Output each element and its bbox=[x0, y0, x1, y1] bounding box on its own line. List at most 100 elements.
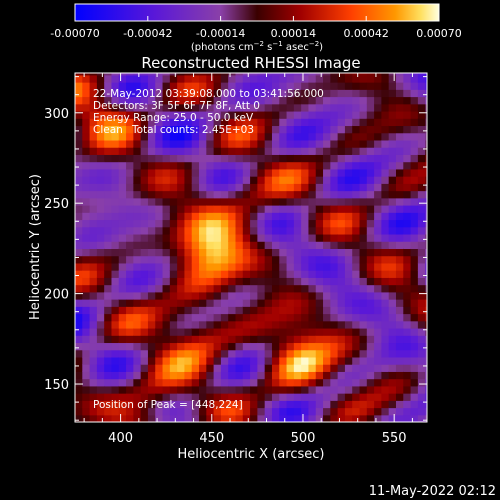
heatmap-cell bbox=[220, 212, 229, 221]
heatmap-cell bbox=[366, 349, 375, 358]
heatmap-cell bbox=[133, 205, 142, 213]
heatmap-cell bbox=[96, 342, 105, 351]
heatmap-cell bbox=[213, 313, 222, 322]
heatmap-cell bbox=[191, 356, 200, 365]
heatmap-cell bbox=[155, 168, 164, 177]
heatmap-cell bbox=[126, 183, 134, 192]
heatmap-cell bbox=[111, 385, 120, 394]
heatmap-cell bbox=[344, 212, 353, 221]
heatmap-cell bbox=[395, 73, 404, 76]
heatmap-cell bbox=[213, 241, 222, 249]
heatmap-cell bbox=[271, 385, 280, 394]
heatmap-cell bbox=[140, 125, 149, 134]
heatmap-cell bbox=[228, 349, 237, 358]
heatmap-cell bbox=[330, 103, 339, 112]
heatmap-cell bbox=[118, 212, 127, 221]
heatmap-cell bbox=[330, 342, 339, 351]
heatmap-cell bbox=[366, 219, 375, 228]
heatmap-cell bbox=[191, 284, 200, 293]
heatmap-cell bbox=[337, 233, 346, 242]
heatmap-cell bbox=[220, 139, 229, 148]
heatmap-cell bbox=[213, 306, 222, 315]
heatmap-cell bbox=[169, 168, 178, 177]
heatmap-cell bbox=[213, 82, 222, 90]
heatmap-cell bbox=[271, 378, 280, 387]
heatmap-cell bbox=[228, 371, 237, 380]
heatmap-cell bbox=[177, 226, 186, 235]
heatmap-cell bbox=[344, 89, 353, 98]
heatmap-cell bbox=[330, 356, 339, 365]
heatmap-cell bbox=[286, 306, 295, 315]
heatmap-cell bbox=[199, 96, 207, 105]
heatmap-cell bbox=[323, 342, 331, 351]
heatmap-cell bbox=[242, 284, 251, 293]
heatmap-cell bbox=[417, 147, 426, 155]
heatmap-cell bbox=[381, 125, 390, 134]
heatmap-cell bbox=[337, 393, 346, 401]
heatmap-cell bbox=[126, 74, 134, 83]
heatmap-cell bbox=[352, 356, 361, 365]
heatmap-cell bbox=[118, 190, 127, 199]
heatmap-cell bbox=[118, 335, 127, 344]
heatmap-cell bbox=[388, 132, 397, 141]
heatmap-cell bbox=[82, 327, 91, 336]
heatmap-cell bbox=[337, 262, 346, 271]
heatmap-cell bbox=[323, 139, 331, 148]
heatmap-cell bbox=[213, 364, 222, 372]
heatmap-cell bbox=[425, 313, 427, 322]
heatmap-cell bbox=[82, 241, 91, 249]
heatmap-cell bbox=[133, 320, 142, 329]
heatmap-cell bbox=[271, 400, 280, 409]
heatmap-cell bbox=[425, 371, 427, 380]
heatmap-cell bbox=[169, 110, 178, 119]
heatmap-cell bbox=[75, 89, 83, 98]
heatmap-cell bbox=[315, 335, 324, 344]
heatmap-cell bbox=[235, 89, 244, 98]
heatmap-cell bbox=[177, 205, 186, 213]
heatmap-cell bbox=[133, 89, 142, 98]
heatmap-cell bbox=[352, 89, 361, 98]
heatmap-cell bbox=[315, 327, 324, 336]
heatmap-cell bbox=[155, 176, 164, 184]
heatmap-cell bbox=[235, 342, 244, 351]
heatmap-cell bbox=[337, 356, 346, 365]
heatmap-cell bbox=[155, 212, 164, 221]
heatmap-cell bbox=[206, 197, 215, 206]
heatmap-cell bbox=[286, 262, 295, 271]
heatmap-cell bbox=[257, 147, 266, 155]
heatmap-cell bbox=[279, 197, 288, 206]
heatmap-cell bbox=[359, 118, 368, 127]
heatmap-cell bbox=[403, 378, 412, 387]
heatmap-cell bbox=[417, 73, 426, 76]
heatmap-cell bbox=[228, 364, 237, 372]
heatmap-cell bbox=[155, 255, 164, 264]
heatmap-cell bbox=[206, 385, 215, 394]
heatmap-cell bbox=[228, 74, 237, 83]
heatmap-cell bbox=[75, 356, 83, 365]
heatmap-cell bbox=[344, 233, 353, 242]
heatmap-cell bbox=[352, 262, 361, 271]
heatmap-cell bbox=[417, 118, 426, 127]
heatmap-cell bbox=[417, 219, 426, 228]
heatmap-cell bbox=[89, 400, 98, 409]
heatmap-cell bbox=[293, 270, 302, 278]
heatmap-cell bbox=[366, 335, 375, 344]
heatmap-cell bbox=[344, 176, 353, 184]
heatmap-cell bbox=[264, 335, 273, 344]
heatmap-cell bbox=[257, 364, 266, 372]
heatmap-cell bbox=[395, 255, 404, 264]
heatmap-cell bbox=[96, 132, 105, 141]
heatmap-cell bbox=[220, 96, 229, 105]
heatmap-cell bbox=[417, 349, 426, 358]
heatmap-cell bbox=[133, 154, 142, 163]
heatmap-cell bbox=[374, 248, 383, 257]
heatmap-cell bbox=[301, 349, 310, 358]
heatmap-cell bbox=[147, 132, 156, 141]
heatmap-cell bbox=[75, 393, 83, 401]
heatmap-cell bbox=[228, 299, 237, 307]
heatmap-cell bbox=[257, 262, 266, 271]
heatmap-cell bbox=[395, 161, 404, 170]
heatmap-cell bbox=[82, 393, 91, 401]
heatmap-cell bbox=[82, 233, 91, 242]
heatmap-cell bbox=[388, 73, 397, 76]
